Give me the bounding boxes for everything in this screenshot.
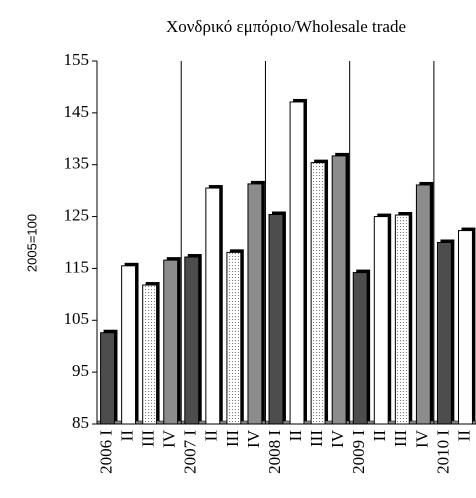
x-tick-label: IV [412, 429, 431, 448]
x-tick-label: II [370, 430, 389, 442]
bar [268, 213, 284, 425]
y-tick-label: 85 [72, 413, 89, 432]
x-tick-label: II [117, 430, 136, 442]
x-tick-label: 2010 I [433, 430, 452, 474]
x-tick-label: 2006 I [96, 430, 115, 474]
bar [436, 242, 452, 425]
y-tick-label: 125 [64, 205, 90, 224]
y-tick-label: 115 [64, 257, 89, 276]
bar [121, 265, 137, 425]
x-tick-label: III [223, 430, 242, 447]
x-tick-label: IV [244, 429, 263, 448]
bar [247, 183, 263, 425]
x-tick-label: IV [160, 429, 179, 448]
bar [205, 187, 221, 425]
bar [100, 332, 115, 425]
x-tick-label: III [139, 430, 158, 447]
bar [142, 284, 158, 425]
bar [373, 216, 389, 425]
chart-title: Χονδρικό εμπόριο/Wholesale trade [166, 17, 406, 36]
y-tick-label: 95 [72, 361, 89, 380]
x-tick-label: IV [328, 429, 347, 448]
bar [394, 214, 410, 425]
x-tick-label: II [286, 430, 305, 442]
x-tick-label: 2009 I [349, 430, 368, 474]
x-tick-label: III [307, 430, 326, 447]
y-tick-label: 105 [64, 309, 90, 328]
y-tick-label: 145 [64, 102, 90, 121]
bar [226, 251, 242, 425]
bar [163, 259, 179, 425]
bar [415, 184, 431, 425]
y-axis-label: 2005=100 [24, 214, 39, 272]
bar [352, 272, 368, 425]
x-tick-label: 2007 I [181, 430, 200, 474]
bar [289, 101, 305, 425]
bar [331, 155, 347, 425]
x-tick-label: II [202, 430, 221, 442]
y-tick-label: 135 [64, 154, 90, 173]
x-tick-label: 2008 I [265, 430, 284, 474]
x-tick-label: II [454, 430, 473, 442]
x-tick-label: III [391, 430, 410, 447]
bar [184, 256, 200, 425]
y-tick-label: 155 [64, 50, 90, 69]
bar [458, 230, 473, 425]
bar [310, 162, 326, 425]
